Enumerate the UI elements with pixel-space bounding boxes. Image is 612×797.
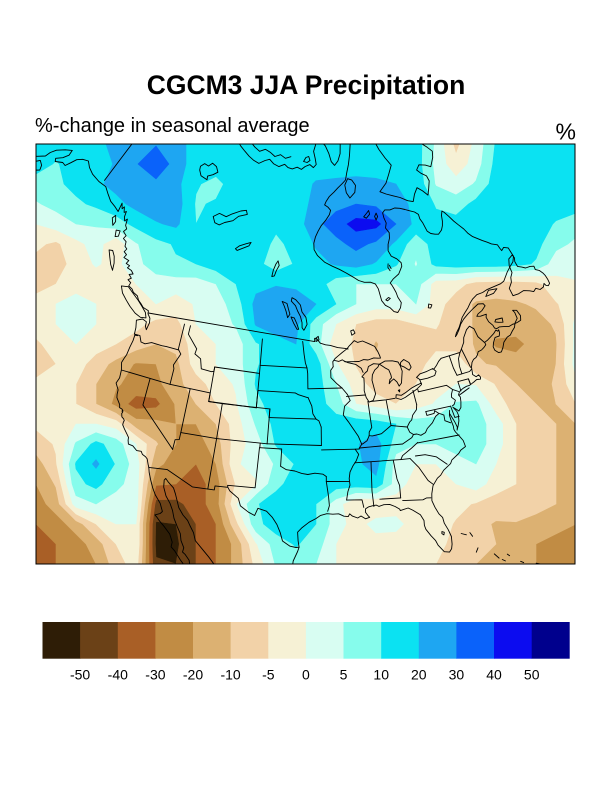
svg-text:0: 0: [302, 667, 310, 683]
svg-text:30: 30: [449, 667, 465, 683]
svg-text:-40: -40: [108, 667, 128, 683]
svg-text:20: 20: [411, 667, 427, 683]
svg-text:40: 40: [486, 667, 502, 683]
svg-text:-30: -30: [145, 667, 165, 683]
svg-text:%: %: [556, 119, 576, 145]
svg-text:50: 50: [524, 667, 540, 683]
svg-text:CGCM3 JJA Precipitation: CGCM3 JJA Precipitation: [147, 70, 466, 100]
svg-text:-50: -50: [70, 667, 90, 683]
svg-text:-10: -10: [220, 667, 240, 683]
svg-text:5: 5: [340, 667, 348, 683]
svg-text:10: 10: [373, 667, 389, 683]
svg-text:-20: -20: [183, 667, 203, 683]
svg-text:-5: -5: [262, 667, 275, 683]
svg-text:%-change in seasonal average: %-change in seasonal average: [35, 115, 310, 137]
